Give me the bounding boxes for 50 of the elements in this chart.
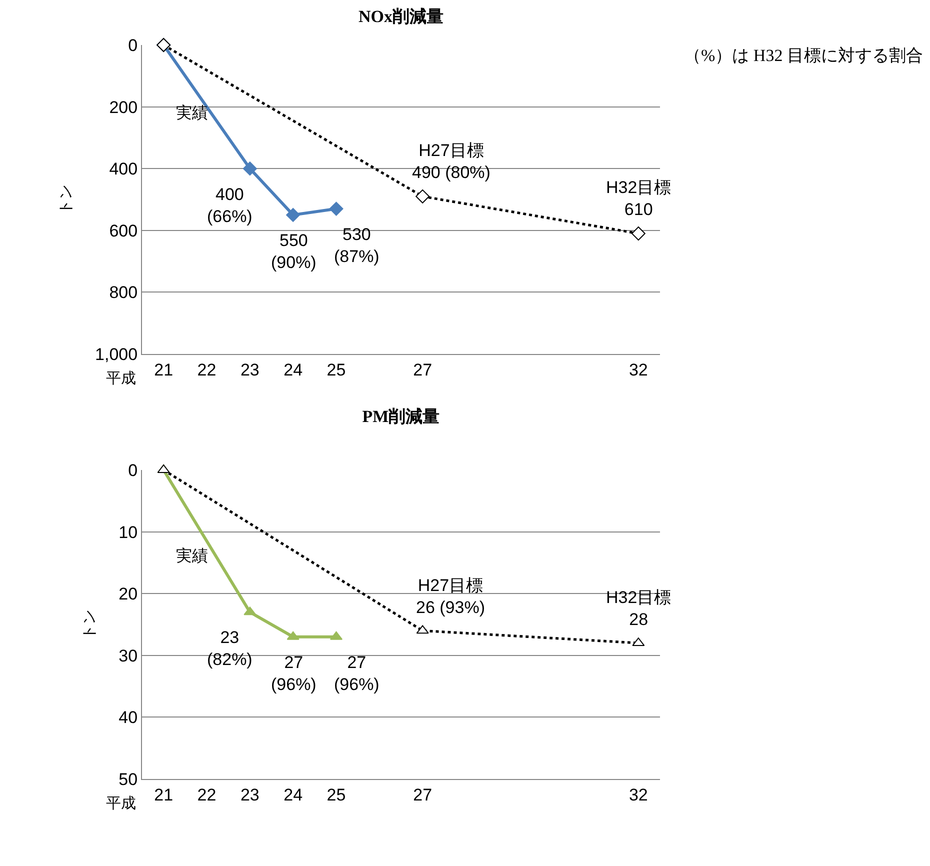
y-tick-label: 50 xyxy=(118,770,138,789)
data-label: 23 (82%) xyxy=(207,628,252,670)
y-tick-label: 200 xyxy=(109,98,138,117)
x-tick-label: 21 xyxy=(154,360,174,380)
point xyxy=(242,162,257,176)
data-label: 550 (90%) xyxy=(271,231,316,272)
chart-title: NOx削減量 xyxy=(358,6,444,26)
x-tick-label: 25 xyxy=(326,785,346,804)
data-label: 27 (96%) xyxy=(271,653,316,694)
series-label: 実績 xyxy=(176,547,208,565)
x-tick-label: 22 xyxy=(197,785,216,804)
point xyxy=(631,226,646,240)
y-tick-label: 40 xyxy=(118,708,138,728)
x-tick-label: 27 xyxy=(413,360,432,380)
y-axis-title: トン xyxy=(80,610,98,640)
point xyxy=(286,208,300,222)
data-label: H27目標 490 (80%) xyxy=(412,141,490,182)
y-tick-label: 800 xyxy=(109,283,138,302)
y-tick-label: 30 xyxy=(118,646,138,666)
data-label: 400 (66%) xyxy=(207,185,252,226)
data-label: H32目標 610 xyxy=(606,178,672,220)
x-tick-label: 24 xyxy=(284,360,303,380)
chart-title: PM削減量 xyxy=(362,406,440,426)
x-axis-title: 平成 xyxy=(106,370,136,387)
x-tick-label: 32 xyxy=(628,785,648,804)
data-label: 27 (96%) xyxy=(334,653,380,694)
data-label: H27目標 26 (93%) xyxy=(416,576,485,618)
x-tick-label: 21 xyxy=(154,785,174,804)
data-label: 530 (87%) xyxy=(334,225,380,266)
data-label: H32目標 28 xyxy=(606,588,672,630)
y-tick-label: 0 xyxy=(128,36,138,55)
y-tick-label: 400 xyxy=(109,160,138,179)
y-tick-label: 0 xyxy=(128,460,138,480)
y-axis-title: トン xyxy=(57,184,74,214)
y-tick-label: 20 xyxy=(118,584,138,604)
x-tick-label: 25 xyxy=(326,360,346,380)
x-tick-label: 27 xyxy=(413,785,432,804)
x-tick-label: 22 xyxy=(197,360,216,380)
y-tick-label: 600 xyxy=(109,221,138,240)
x-tick-label: 24 xyxy=(284,785,303,804)
y-tick-label: 1,000 xyxy=(95,344,138,364)
point xyxy=(416,189,430,204)
x-tick-label: 23 xyxy=(240,360,260,380)
x-axis-title: 平成 xyxy=(106,795,136,812)
text: （%）は H32 目標に対する割合 xyxy=(684,46,923,65)
x-tick-label: 23 xyxy=(240,785,260,804)
series-label: 実績 xyxy=(176,104,208,122)
point xyxy=(329,202,344,216)
x-tick-label: 32 xyxy=(628,360,648,380)
y-tick-label: 10 xyxy=(118,522,138,542)
